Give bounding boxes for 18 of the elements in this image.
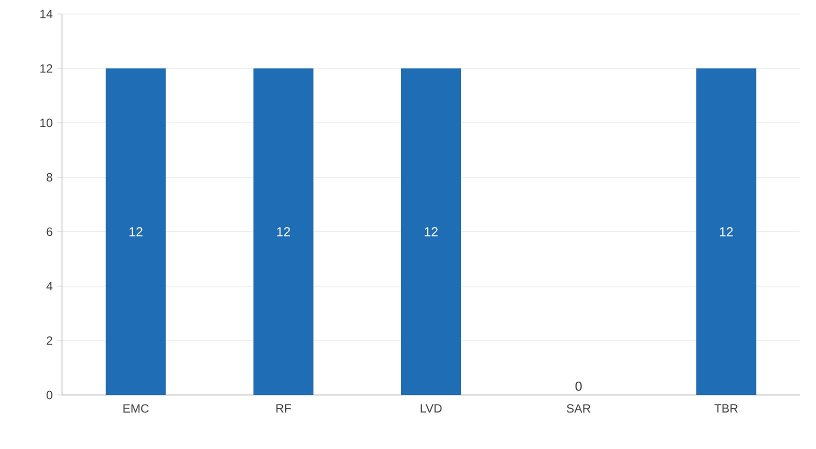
data-label: 0: [575, 382, 582, 391]
x-tick-label: TBR: [714, 404, 738, 412]
y-tick-label: 0: [46, 390, 52, 400]
data-label: 12: [277, 227, 290, 236]
x-tick-label: SAR: [566, 404, 590, 413]
y-tick-label: 10: [40, 118, 52, 128]
data-label: 12: [424, 227, 438, 236]
x-tick-label: LVD: [420, 404, 442, 412]
y-tick-label: 14: [40, 10, 52, 18]
data-label: 12: [130, 227, 142, 236]
x-tick-label: EMC: [123, 404, 149, 413]
data-label: 12: [720, 227, 733, 236]
y-tick-label: 8: [46, 173, 52, 182]
y-tick-label: 2: [46, 336, 52, 345]
x-tick-label: RF: [276, 404, 291, 412]
y-tick-label: 12: [40, 64, 52, 73]
y-tick-label: 6: [46, 227, 52, 236]
y-tick-label: 4: [46, 282, 52, 290]
